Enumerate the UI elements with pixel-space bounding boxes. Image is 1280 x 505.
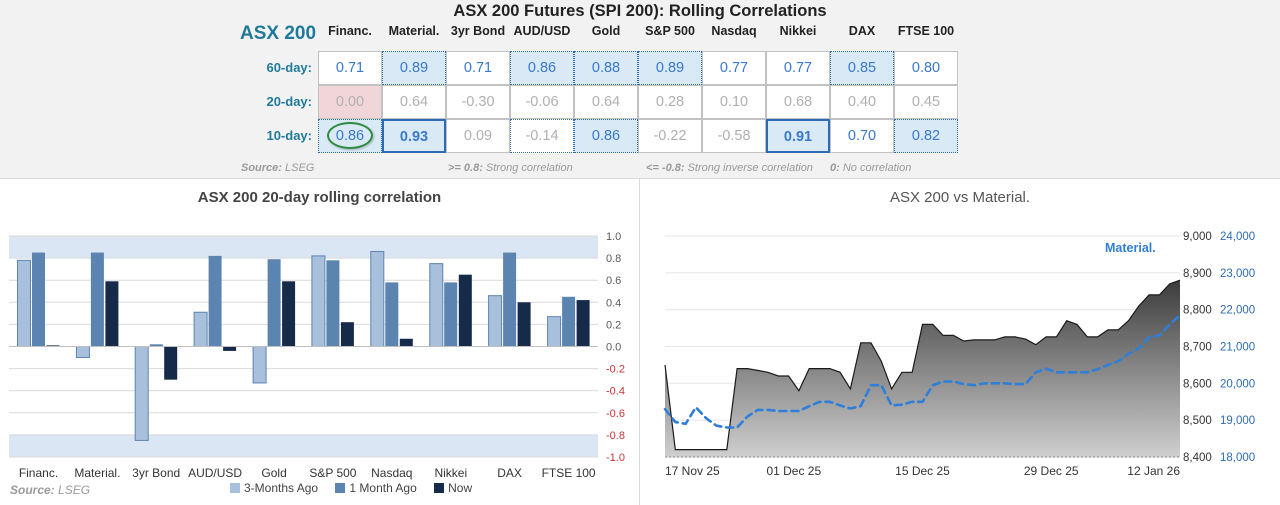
svg-text:15 Dec 25: 15 Dec 25	[895, 464, 950, 478]
svg-text:0.6: 0.6	[606, 275, 621, 287]
svg-text:Material.: Material.	[74, 466, 120, 480]
svg-text:0.4: 0.4	[606, 297, 621, 309]
svg-text:S&P 500: S&P 500	[309, 466, 356, 480]
svg-text:9,000: 9,000	[1183, 231, 1212, 243]
svg-text:Nikkei: Nikkei	[434, 466, 467, 480]
svg-text:21,000: 21,000	[1220, 342, 1255, 354]
svg-text:DAX: DAX	[497, 466, 522, 480]
svg-text:23,000: 23,000	[1220, 268, 1255, 280]
svg-text:Nasdaq: Nasdaq	[371, 466, 412, 480]
svg-text:FTSE 100: FTSE 100	[542, 466, 596, 480]
svg-text:17 Nov 25: 17 Nov 25	[665, 464, 720, 478]
svg-text:8,700: 8,700	[1183, 342, 1212, 354]
svg-text:8,900: 8,900	[1183, 268, 1212, 280]
svg-text:-0.2: -0.2	[606, 364, 625, 376]
svg-text:-0.4: -0.4	[606, 386, 625, 398]
svg-text:24,000: 24,000	[1220, 231, 1255, 243]
svg-text:3yr Bond: 3yr Bond	[132, 466, 180, 480]
svg-text:-0.8: -0.8	[606, 430, 625, 442]
svg-text:-1.0: -1.0	[606, 452, 625, 464]
svg-text:22,000: 22,000	[1220, 305, 1255, 317]
svg-text:18,000: 18,000	[1220, 452, 1255, 464]
svg-text:Financ.: Financ.	[19, 466, 58, 480]
svg-text:8,400: 8,400	[1183, 452, 1212, 464]
svg-text:8,600: 8,600	[1183, 378, 1212, 390]
svg-text:1.0: 1.0	[606, 231, 621, 243]
svg-text:20,000: 20,000	[1220, 378, 1255, 390]
svg-text:-0.6: -0.6	[606, 408, 625, 420]
svg-text:0.2: 0.2	[606, 319, 621, 331]
svg-text:8,500: 8,500	[1183, 415, 1212, 427]
svg-text:12 Jan 26: 12 Jan 26	[1127, 464, 1180, 478]
svg-text:Material.: Material.	[1105, 241, 1156, 255]
svg-text:0.0: 0.0	[606, 342, 621, 354]
svg-text:AUD/USD: AUD/USD	[188, 466, 242, 480]
svg-text:Gold: Gold	[261, 466, 286, 480]
svg-text:19,000: 19,000	[1220, 415, 1255, 427]
svg-text:29 Dec 25: 29 Dec 25	[1024, 464, 1079, 478]
svg-text:8,800: 8,800	[1183, 305, 1212, 317]
svg-text:0.8: 0.8	[606, 253, 621, 265]
svg-text:01 Dec 25: 01 Dec 25	[766, 464, 821, 478]
